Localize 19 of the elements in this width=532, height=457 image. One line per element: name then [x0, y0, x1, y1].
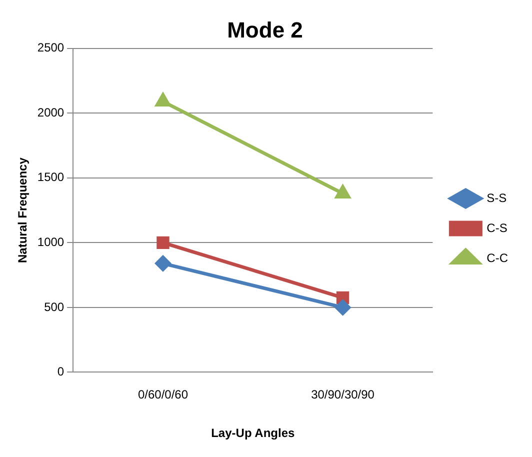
x-tick-label: 30/90/30/90 [311, 388, 375, 402]
point [335, 185, 350, 198]
y-tick-label: 2000 [37, 105, 64, 120]
chart-title: Mode 2 [227, 17, 303, 42]
x-tick-label: 0/60/0/60 [138, 388, 188, 402]
point [156, 236, 170, 250]
y-tick-label: 1500 [37, 170, 64, 184]
y-tick-label: 1000 [37, 234, 64, 249]
point [335, 300, 351, 316]
point [156, 93, 170, 107]
y-tick-label: 2500 [37, 40, 64, 55]
legend-label: S-S [486, 190, 507, 205]
legend-label: C-C [486, 250, 508, 265]
point [155, 256, 171, 272]
x-axis-title: Lay-Up Angles [211, 426, 295, 440]
y-axis-title: Natural Frequency [16, 157, 30, 263]
y-tick-label: 0 [57, 364, 64, 379]
legend-label: C-S [486, 220, 508, 235]
y-tick-label: 500 [44, 300, 64, 314]
